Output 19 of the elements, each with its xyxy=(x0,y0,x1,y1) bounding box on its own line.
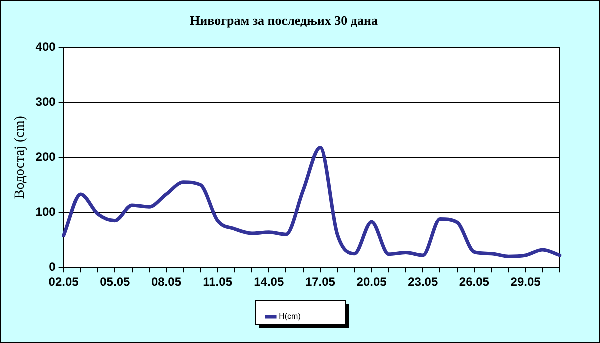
x-tick-label: 02.05 xyxy=(48,275,80,290)
y-tick-label: 300 xyxy=(36,94,56,109)
x-tick-label: 08.05 xyxy=(151,275,182,290)
x-tick-label: 23.05 xyxy=(408,275,438,290)
y-tick-label: 0 xyxy=(49,260,56,274)
y-tick-label: 100 xyxy=(36,204,56,219)
x-tick-label: 26.05 xyxy=(459,275,490,290)
x-tick-label: 05.05 xyxy=(100,275,130,290)
chart-title: Нивограм за последњих 30 дана xyxy=(190,13,378,28)
line-series xyxy=(62,146,562,258)
x-tick-label: 29.05 xyxy=(510,275,542,290)
x-tick-label: 11.05 xyxy=(203,275,233,290)
x-tick-label: 14.05 xyxy=(254,275,284,290)
x-tick-label: 17.05 xyxy=(305,275,336,290)
y-axis-title: Водостај (cm) xyxy=(13,116,28,200)
legend-label: H(cm) xyxy=(279,312,302,322)
y-tick-label: 400 xyxy=(36,40,56,54)
x-tick-label: 20.05 xyxy=(356,275,388,290)
y-tick-label: 200 xyxy=(36,150,56,164)
